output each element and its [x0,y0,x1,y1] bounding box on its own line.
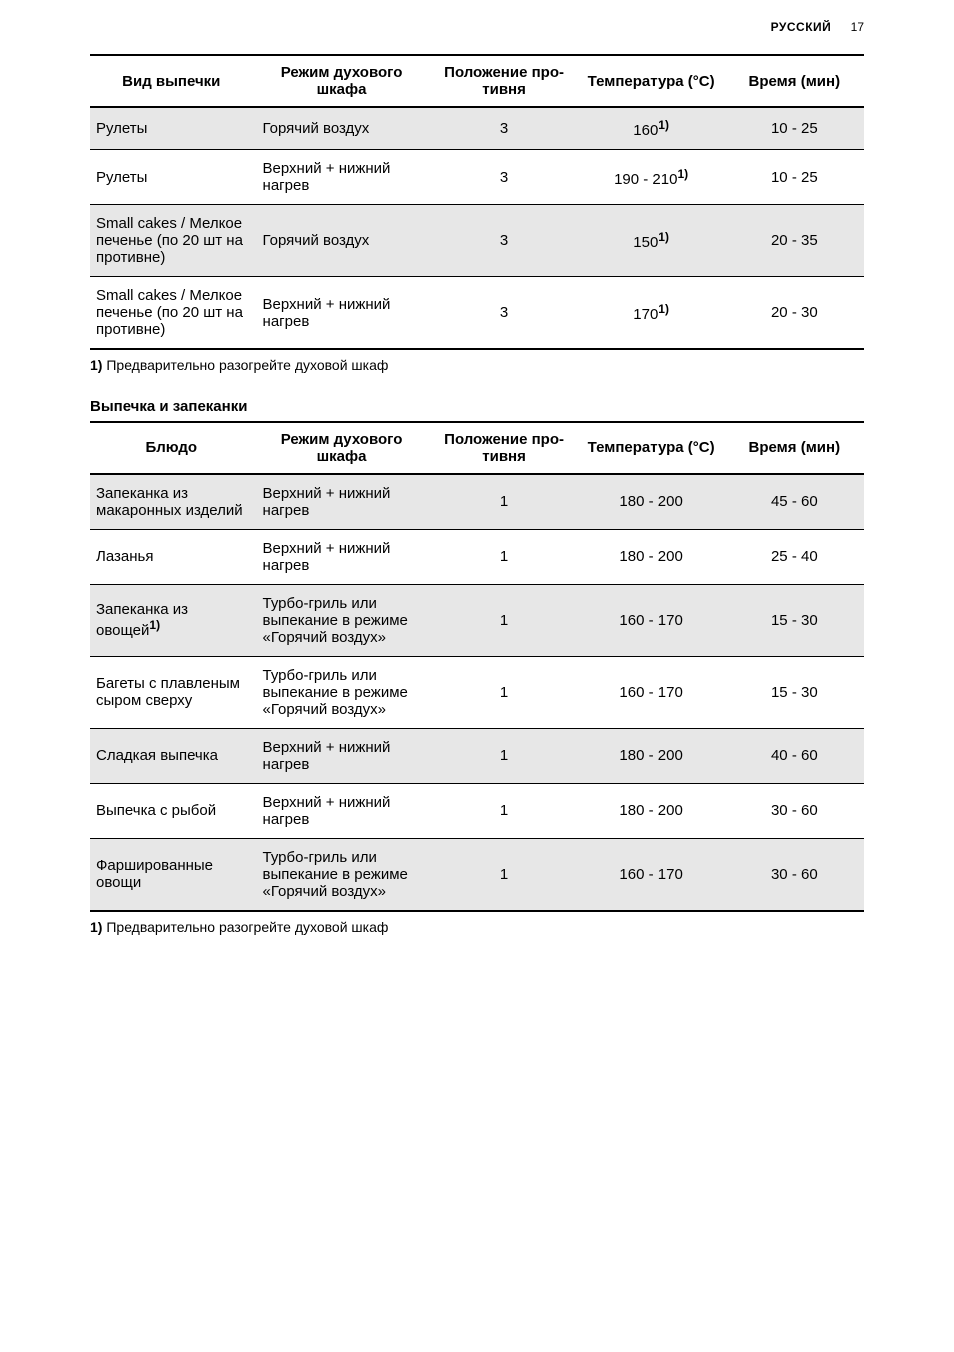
col-header: Температура (°C) [578,55,725,107]
table-cell: 1701) [578,277,725,350]
table-cell: Верхний + ниж­ний нагрев [253,277,431,350]
table-row: Фарширован­ные овощиТурбо-гриль или выпе… [90,838,864,911]
table-cell: Запеканка из макаронных из­делий [90,474,253,530]
table-row: РулетыВерхний + ниж­ний нагрев3190 - 210… [90,150,864,205]
table-cell: 1 [431,656,578,728]
table-cell: Турбо-гриль или выпекание в режиме «Го­р… [253,656,431,728]
table-cell: Верхний + ниж­ний нагрев [253,728,431,783]
footnote-text: Предварительно разогрейте духовой шкаф [102,919,388,935]
table-row: Small cakes / Мелкое печенье (по 20 шт н… [90,205,864,277]
col-header: Температура (°C) [578,422,725,474]
table-cell: 25 - 40 [725,529,864,584]
table-cell: 3 [431,277,578,350]
table-row: Сладкая выпеч­каВерхний + ниж­ний нагрев… [90,728,864,783]
table-cell: 160 - 170 [578,656,725,728]
table-cell: 190 - 2101) [578,150,725,205]
table-cell: 1 [431,529,578,584]
col-header: Время (мин) [725,55,864,107]
footnote-text: Предварительно разогрейте духовой шкаф [102,357,388,373]
col-header: Блюдо [90,422,253,474]
table-cell: 20 - 35 [725,205,864,277]
col-header: Положение про­тивня [431,55,578,107]
table-cell: 180 - 200 [578,728,725,783]
table-cell: 180 - 200 [578,783,725,838]
table-row: РулетыГорячий воздух31601)10 - 25 [90,107,864,150]
table-cell: Горячий воздух [253,107,431,150]
table-cell: 3 [431,107,578,150]
table-cell: 40 - 60 [725,728,864,783]
table-cell: 160 - 170 [578,838,725,911]
table-cell: 1501) [578,205,725,277]
table-cell: 1 [431,838,578,911]
table-row: Запеканка из макаронных из­делийВерхний … [90,474,864,530]
table-cell: 160 - 170 [578,584,725,656]
table-cell: 10 - 25 [725,150,864,205]
table-cell: 3 [431,150,578,205]
table-row: Запеканка из овощей1)Турбо-гриль или вып… [90,584,864,656]
table-cell: Рулеты [90,107,253,150]
table-cell: Small cakes / Мелкое печенье (по 20 шт н… [90,205,253,277]
page-header: РУССКИЙ 17 [90,20,864,34]
table-row: Багеты с пла­вленым сыром сверхуТурбо-гр… [90,656,864,728]
baking-table-2: Блюдо Режим духового шкафа Положение про… [90,421,864,912]
table-header-row: Блюдо Режим духового шкафа Положение про… [90,422,864,474]
table-cell: Турбо-гриль или выпекание в режиме «Го­р… [253,584,431,656]
table-cell: Small cakes / Мелкое печенье (по 20 шт н… [90,277,253,350]
table-cell: Рулеты [90,150,253,205]
table-cell: Горячий воздух [253,205,431,277]
table1-footnote: 1) Предварительно разогрейте духовой шка… [90,356,864,376]
col-header: Положение про­тивня [431,422,578,474]
table-cell: 45 - 60 [725,474,864,530]
table-cell: 180 - 200 [578,474,725,530]
header-page-number: 17 [851,20,864,34]
table-cell: 15 - 30 [725,584,864,656]
table-cell: 1 [431,728,578,783]
table-cell: 30 - 60 [725,783,864,838]
col-header: Режим духового шкафа [253,55,431,107]
table-cell: 1 [431,474,578,530]
table-cell: Багеты с пла­вленым сыром сверху [90,656,253,728]
table-cell: Верхний + ниж­ний нагрев [253,150,431,205]
header-language: РУССКИЙ [771,20,832,34]
footnote-marker: 1) [90,919,102,935]
section-title-bakes: Выпечка и запеканки [90,398,864,415]
table-cell: Фарширован­ные овощи [90,838,253,911]
col-header: Время (мин) [725,422,864,474]
table-cell: Выпечка с рыб­ой [90,783,253,838]
table-row: Small cakes / Мелкое печенье (по 20 шт н… [90,277,864,350]
table-cell: 1 [431,783,578,838]
table-cell: 1 [431,584,578,656]
table-cell: Лазанья [90,529,253,584]
table-header-row: Вид выпечки Режим духового шкафа Положен… [90,55,864,107]
table-cell: Запеканка из овощей1) [90,584,253,656]
table-row: Выпечка с рыб­ойВерхний + ниж­ний нагрев… [90,783,864,838]
col-header: Режим духового шкафа [253,422,431,474]
footnote-marker: 1) [90,357,102,373]
table-cell: 3 [431,205,578,277]
table-cell: 1601) [578,107,725,150]
table-cell: Верхний + ниж­ний нагрев [253,529,431,584]
table-cell: Турбо-гриль или выпекание в режиме «Го­р… [253,838,431,911]
table-cell: Верхний + ниж­ний нагрев [253,783,431,838]
table-cell: 20 - 30 [725,277,864,350]
table-cell: 180 - 200 [578,529,725,584]
table-cell: 15 - 30 [725,656,864,728]
table-row: ЛазаньяВерхний + ниж­ний нагрев1180 - 20… [90,529,864,584]
col-header: Вид выпечки [90,55,253,107]
table-cell: 10 - 25 [725,107,864,150]
table-cell: Верхний + ниж­ний нагрев [253,474,431,530]
baking-table-1: Вид выпечки Режим духового шкафа Положен… [90,54,864,350]
table2-footnote: 1) Предварительно разогрейте духовой шка… [90,918,864,938]
table-cell: 30 - 60 [725,838,864,911]
table-cell: Сладкая выпеч­ка [90,728,253,783]
